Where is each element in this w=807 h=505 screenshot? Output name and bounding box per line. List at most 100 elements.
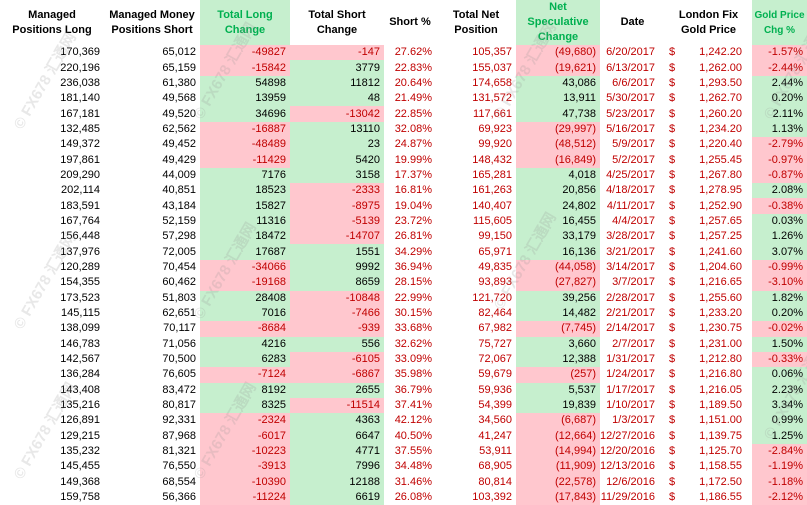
table-row: 197,861 49,429 -11429 5420 19.99% 148,432 (16,… (0, 152, 807, 168)
cell-long: 138,099 (60, 322, 100, 335)
cell-total-short-change: 8659 (290, 275, 384, 291)
cell-long: 156,448 (60, 230, 100, 243)
cell-short-pct: 42.12% (394, 414, 432, 427)
cell-date: 6/6/2017 (612, 76, 655, 89)
cell-total-net: 99,150 (478, 230, 512, 243)
cell-short-pct: 17.37% (394, 168, 432, 181)
cell-date: 11/29/2016 (600, 491, 655, 504)
cell-short: 76,605 (162, 368, 196, 381)
cell-total-short-change: 48 (290, 91, 384, 107)
cell-currency: $ (669, 214, 676, 227)
cell-date: 3/7/2017 (612, 276, 655, 289)
cell-price: 1,125.70 (699, 445, 742, 458)
cell-gold-chg: -2.84% (752, 443, 807, 460)
table-row: 149,372 49,452 -48489 23 24.87% 99,920 (48,512… (0, 137, 807, 153)
cell-short: 92,331 (162, 414, 196, 427)
cell-total-long-change: 13959 (200, 91, 290, 107)
cell-short-pct: 35.98% (394, 368, 432, 381)
cell-price: 1,212.80 (699, 353, 742, 366)
cell-gold-chg: -1.18% (752, 474, 807, 490)
cell-total-net: 65,971 (478, 245, 512, 258)
cell-total-net: 54,399 (478, 399, 512, 412)
header-row: Managed Positions Long Managed Money Pos… (0, 0, 807, 45)
cell-total-short-change: -5139 (290, 213, 384, 230)
cell-total-short-change: 9992 (290, 259, 384, 276)
cell-date: 12/13/2016 (600, 460, 656, 473)
cell-currency: $ (669, 383, 676, 396)
cell-net-spec-change: 3,660 (516, 336, 600, 352)
cell-total-net: 131,572 (472, 92, 512, 105)
cell-gold-chg: 0.06% (752, 367, 807, 383)
cell-short: 44,009 (162, 168, 196, 181)
table-row: 145,455 76,550 -3913 7996 34.48% 68,905 (11,90… (0, 459, 807, 475)
cell-currency: $ (669, 276, 676, 289)
cell-total-long-change: 7176 (200, 167, 290, 184)
cell-net-spec-change: 16,455 (516, 213, 600, 230)
cell-gold-chg: -1.19% (752, 459, 807, 475)
cell-price: 1,255.45 (699, 153, 742, 166)
cell-short-pct: 22.99% (394, 291, 432, 304)
cell-total-short-change: 3779 (290, 60, 384, 76)
cell-short-pct: 24.87% (394, 138, 432, 151)
cell-long: 154,355 (60, 276, 100, 289)
cell-price: 1,260.20 (699, 107, 742, 120)
cell-long: 142,567 (60, 353, 100, 366)
cell-total-net: 34,560 (478, 414, 512, 427)
cell-currency: $ (669, 138, 676, 151)
cell-long: 137,976 (60, 245, 100, 258)
cell-short-pct: 33.09% (394, 353, 432, 366)
cell-total-short-change: 2655 (290, 382, 384, 398)
cell-currency: $ (669, 368, 676, 381)
cell-short-pct: 19.99% (394, 153, 432, 166)
cell-gold-chg: -0.99% (752, 259, 807, 276)
cell-short: 80,817 (162, 399, 196, 412)
table-row: 167,181 49,520 34696 -13042 22.85% 117,661 47,… (0, 106, 807, 122)
cell-long: 146,783 (60, 337, 100, 350)
cell-total-long-change: 7016 (200, 305, 290, 322)
cell-long: 170,369 (60, 46, 100, 59)
cell-total-short-change: 23 (290, 137, 384, 153)
cell-price: 1,267.80 (699, 168, 742, 181)
table-row: 146,783 71,056 4216 556 32.62% 75,727 3,660 2/7… (0, 336, 807, 352)
cell-total-short-change: 5420 (290, 152, 384, 168)
cell-currency: $ (669, 230, 676, 243)
table-row: 202,114 40,851 18523 -2333 16.81% 161,263 20,8… (0, 183, 807, 199)
header-gold-chg: Gold Price Chg % (752, 0, 807, 45)
cell-short: 65,159 (162, 61, 196, 74)
table-row: 120,289 70,454 -34066 9992 36.94% 49,835 (44,0… (0, 259, 807, 276)
table-row: 156,448 57,298 18472 -14707 26.81% 99,150 33,1… (0, 229, 807, 245)
cell-total-long-change: 54898 (200, 75, 290, 92)
cell-long: 135,232 (60, 445, 100, 458)
cell-date: 1/3/2017 (612, 414, 655, 427)
cell-gold-chg: -0.02% (752, 321, 807, 337)
cell-total-short-change: 3158 (290, 167, 384, 184)
cell-total-net: 67,982 (478, 322, 512, 335)
cell-currency: $ (669, 61, 676, 74)
cell-currency: $ (669, 199, 676, 212)
cell-net-spec-change: 16,136 (516, 244, 600, 260)
cell-date: 12/6/2016 (606, 475, 655, 488)
table-row: 132,485 62,562 -16887 13110 32.08% 69,923 (29,… (0, 121, 807, 138)
cell-price: 1,189.50 (699, 399, 742, 412)
cell-total-long-change: 18472 (200, 229, 290, 245)
table-row: 181,140 49,568 13959 48 21.49% 131,572 13,911 5… (0, 91, 807, 107)
cell-net-spec-change: (14,994) (516, 443, 600, 460)
cell-date: 4/4/2017 (612, 214, 655, 227)
cell-gold-chg: -2.44% (752, 60, 807, 76)
table-row: 159,758 56,366 -11224 6619 26.08% 103,392 (17,… (0, 489, 807, 505)
cell-short-pct: 23.72% (394, 214, 432, 227)
cell-short-pct: 37.55% (394, 445, 432, 458)
header-london-fix: London Fix Gold Price (678, 8, 739, 36)
cell-total-long-change: 17687 (200, 244, 290, 260)
cell-gold-chg: -0.87% (752, 167, 807, 184)
cell-gold-chg: 2.11% (752, 106, 807, 122)
cell-total-short-change: 13110 (290, 121, 384, 138)
header-short-pct: Short % (389, 16, 431, 28)
cell-total-net: 174,658 (472, 76, 512, 89)
cell-net-spec-change: 13,911 (516, 91, 600, 107)
cell-total-long-change: -49827 (200, 45, 290, 61)
cell-price: 1,278.95 (699, 184, 742, 197)
cell-short: 76,550 (162, 460, 196, 473)
cell-currency: $ (669, 491, 676, 504)
header-short: Managed Money Positions Short (109, 8, 195, 36)
